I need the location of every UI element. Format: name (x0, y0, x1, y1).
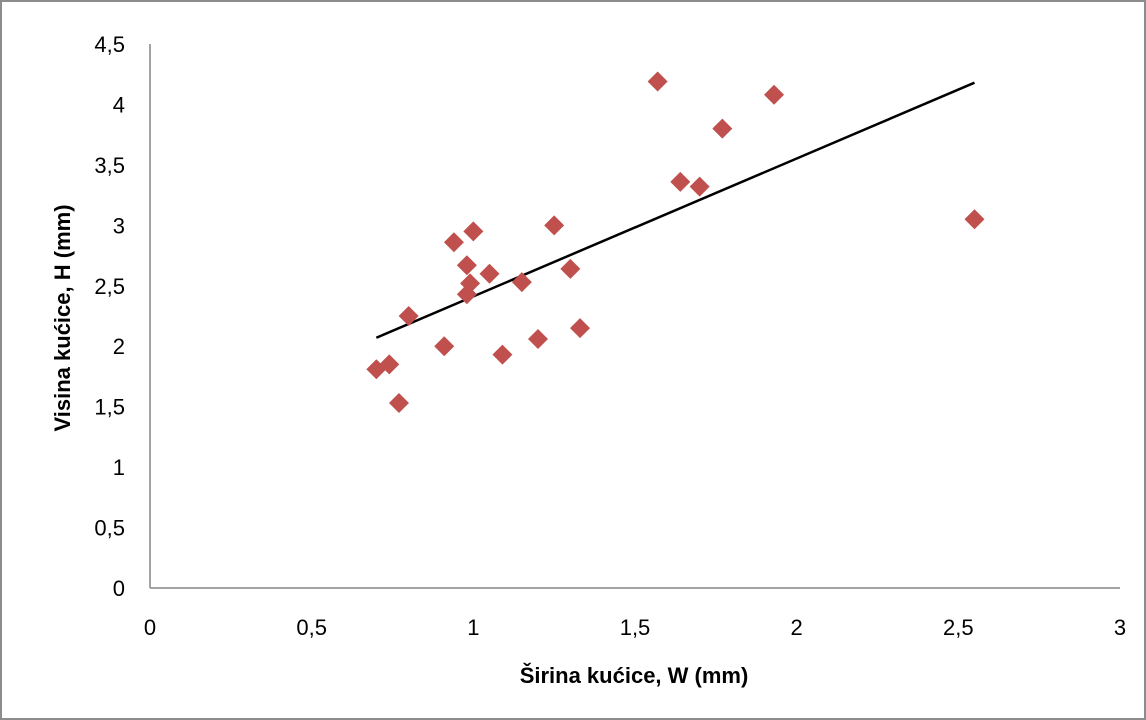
x-tick-label: 1 (467, 615, 479, 640)
data-point-marker (434, 336, 455, 357)
x-tick-label: 2,5 (943, 615, 974, 640)
tick-labels: 0 0,5 1 1,5 2 2,5 3 0 0,5 1 1,5 2 2,5 3 3,5 4 4,5 (94, 32, 1126, 640)
y-tick-label: 4,5 (94, 32, 125, 57)
data-point-marker (544, 215, 565, 236)
x-axis-title: Širina kućice, W (mm) (520, 663, 749, 688)
y-tick-label: 0 (113, 576, 125, 601)
data-point-marker (492, 344, 513, 365)
axes (149, 44, 1120, 589)
y-tick-label: 2 (113, 334, 125, 359)
data-point-marker (560, 258, 581, 279)
data-point-marker (443, 232, 464, 253)
y-tick-label: 2,5 (94, 274, 125, 299)
x-tick-label: 0 (144, 615, 156, 640)
data-point-marker (528, 328, 548, 349)
data-points (366, 71, 985, 414)
data-point-marker (479, 263, 500, 284)
x-tick-label: 0,5 (296, 615, 327, 640)
data-point-marker (670, 171, 691, 192)
data-point-marker (964, 209, 985, 230)
data-point-marker (647, 71, 668, 92)
y-axis-title: Visina kućice, H (mm) (50, 204, 75, 431)
y-tick-label: 4 (113, 92, 125, 117)
data-point-marker (398, 306, 419, 326)
y-tick-label: 1 (113, 455, 125, 480)
y-tick-label: 3 (113, 213, 125, 238)
data-point-marker (388, 393, 409, 414)
trendline (375, 81, 975, 339)
x-tick-label: 1,5 (620, 615, 651, 640)
data-point-marker (689, 176, 710, 197)
data-point-marker (712, 118, 733, 139)
x-tick-label: 2 (791, 615, 803, 640)
y-tick-label: 3,5 (94, 153, 125, 178)
y-tick-label: 1,5 (94, 395, 125, 420)
data-point-marker (379, 354, 400, 375)
data-point-marker (460, 273, 481, 294)
trendline-layer (375, 81, 975, 339)
data-point-marker (764, 84, 785, 105)
x-tick-label: 3 (1114, 615, 1126, 640)
data-point-marker (456, 255, 477, 276)
data-point-marker (463, 221, 484, 242)
data-point-marker (570, 318, 591, 339)
data-point-marker (511, 272, 532, 293)
y-tick-label: 0,5 (94, 516, 125, 541)
